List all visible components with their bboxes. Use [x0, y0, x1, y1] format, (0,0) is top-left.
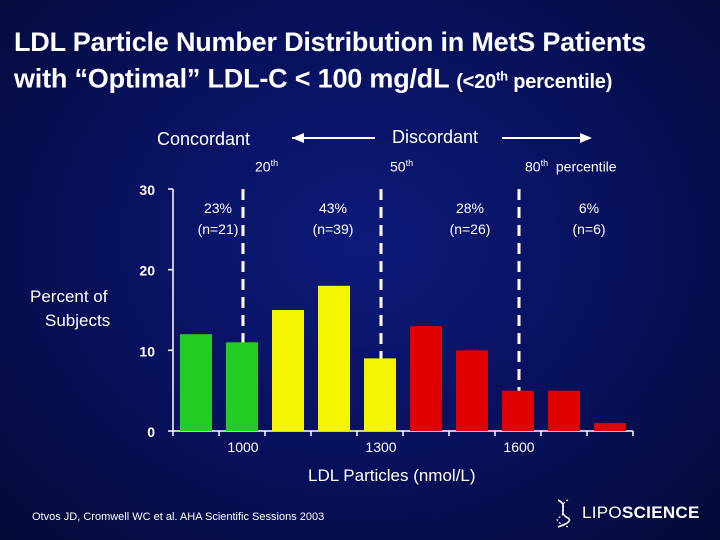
title-line-1: LDL Particle Number Distribution in MetS…: [14, 27, 646, 57]
bar-green: [180, 334, 212, 431]
bar-red: [502, 390, 534, 431]
title-line-2-main: with “Optimal” LDL-C < 100 mg/dL: [14, 63, 449, 94]
title-line-2-paren: (<20th percentile): [456, 68, 613, 93]
x-tick-label: 1000: [227, 439, 258, 455]
x-tick-label: 1300: [365, 439, 396, 455]
chart-title: LDL Particle Number Distribution in MetS…: [14, 26, 646, 99]
percentile-80: 80th percentile: [525, 158, 617, 175]
y-tick-label: 10: [139, 343, 155, 359]
group-label-3: 28% (n=26): [449, 200, 491, 237]
group-label-2: 43% (n=39): [312, 200, 354, 237]
y-axis-label-line-1: Percent of: [30, 287, 108, 306]
percentile-50: 50th: [390, 158, 414, 175]
y-tick-label: 30: [139, 182, 155, 198]
group-label-1: 23% (n=21): [197, 200, 239, 237]
liposcience-logo: LIPO SCIENCE: [552, 498, 700, 528]
bar-red: [594, 422, 626, 431]
x-tick-label: 1600: [503, 439, 534, 455]
logo-text-science: SCIENCE: [621, 503, 700, 522]
y-tick-label: 20: [139, 263, 155, 279]
bar-red: [410, 326, 442, 431]
helix-logo-icon: [556, 499, 571, 528]
concordant-arrowhead: [292, 133, 304, 143]
bar-yellow: [272, 310, 304, 431]
y-axis-label-line-2: Subjects: [45, 311, 111, 330]
citation: Otvos JD, Cromwell WC et al. AHA Scienti…: [32, 511, 325, 523]
concordant-label: Concordant: [157, 129, 251, 149]
group-label-4: 6% (n=6): [572, 200, 606, 237]
bar-yellow: [318, 285, 350, 431]
title-line-2: with “Optimal” LDL-C < 100 mg/dL (<20th …: [14, 59, 646, 99]
x-axis-label: LDL Particles (nmol/L): [308, 466, 476, 485]
y-tick-label: 0: [147, 424, 155, 440]
logo-text-lipo: LIPO: [582, 503, 622, 522]
bar-yellow: [364, 358, 396, 431]
percentile-20: 20th: [255, 158, 279, 175]
discordant-arrowhead: [580, 133, 592, 143]
discordant-label: Discordant: [392, 127, 479, 147]
bar-red: [456, 350, 488, 431]
bar-green: [226, 342, 258, 431]
bar-red: [548, 390, 580, 431]
